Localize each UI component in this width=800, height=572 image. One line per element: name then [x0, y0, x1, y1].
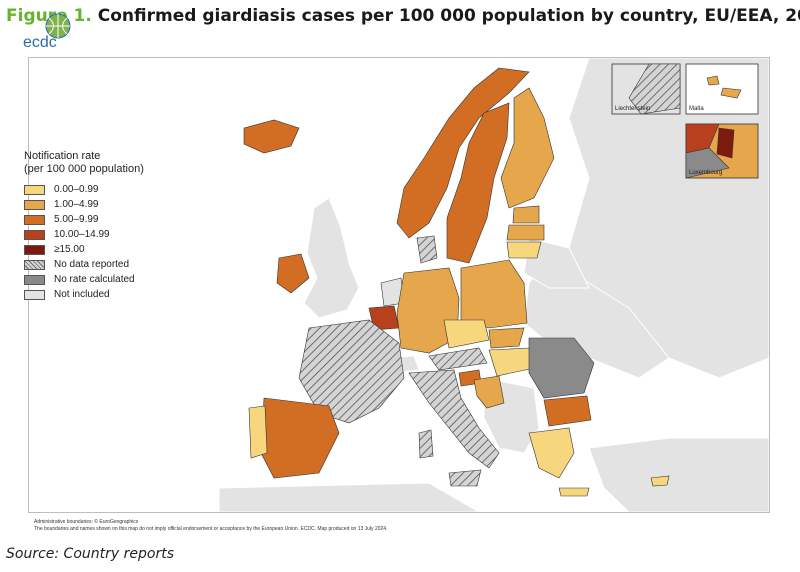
inset-label-luxembourg: Luxembourg — [689, 170, 723, 176]
inset-luxembourg — [685, 123, 759, 179]
country-uk — [303, 197, 360, 319]
figure-number: Figure 1. — [6, 6, 92, 26]
legend-label: No rate calculated — [54, 274, 135, 285]
inset-label-liechtenstein: Liechtenstein — [615, 106, 651, 112]
country-romania — [528, 337, 595, 399]
country-sicily — [448, 469, 482, 487]
legend-item: 10.00–14.99 — [24, 227, 144, 242]
legend-swatch — [24, 244, 45, 255]
country-crete — [558, 487, 590, 497]
country-finland — [500, 87, 555, 209]
country-north-africa — [218, 482, 480, 512]
source-note: Source: Country reports — [6, 546, 174, 562]
country-latvia — [506, 224, 545, 241]
figure-title: Figure 1. Confirmed giardiasis cases per… — [6, 6, 800, 26]
legend-label: No data reported — [54, 259, 130, 270]
country-norway — [396, 67, 530, 239]
country-denmark — [416, 235, 438, 264]
country-slovakia — [488, 327, 525, 349]
footnote-line1: Administrative boundaries: © EuroGeograp… — [34, 519, 139, 525]
country-sweden — [446, 102, 510, 264]
inset-malta — [685, 63, 759, 115]
legend-item: 0.00–0.99 — [24, 182, 144, 197]
country-turkey — [588, 437, 769, 512]
legend-item: 1.00–4.99 — [24, 197, 144, 212]
legend-swatch — [24, 199, 45, 210]
legend-item: No rate calculated — [24, 272, 144, 287]
legend-swatch — [24, 214, 45, 225]
legend-label: Not included — [54, 289, 110, 300]
legend-swatch — [24, 274, 45, 285]
country-bulgaria — [543, 395, 592, 427]
country-france — [298, 319, 405, 424]
country-italy — [408, 369, 500, 469]
map-footnote: Administrative boundaries: © EuroGeograp… — [34, 519, 387, 533]
country-sardinia — [418, 429, 434, 459]
country-croatia — [473, 375, 505, 409]
legend-swatch — [24, 259, 45, 270]
legend-label: 10.00–14.99 — [54, 229, 110, 240]
country-belarus — [523, 237, 590, 289]
legend-swatch — [24, 289, 45, 300]
country-lithuania — [506, 241, 542, 259]
legend-item: No data reported — [24, 257, 144, 272]
figure-title-text: Confirmed giardiasis cases per 100 000 p… — [97, 6, 800, 26]
country-iceland — [243, 119, 300, 154]
country-ireland — [276, 253, 310, 294]
legend-label: 5.00–9.99 — [54, 214, 99, 225]
globe-icon — [45, 13, 71, 39]
legend-swatch — [24, 184, 45, 195]
country-estonia — [512, 205, 540, 224]
legend-swatch — [24, 229, 45, 240]
legend-title-line2: (per 100 000 population) — [24, 163, 144, 175]
legend-item: Not included — [24, 287, 144, 302]
country-germany — [396, 267, 460, 354]
country-austria — [428, 347, 488, 371]
inset-liechtenstein — [611, 63, 681, 115]
country-greece — [528, 427, 575, 479]
country-czechia — [443, 319, 490, 349]
legend-item: ≥15.00 — [24, 242, 144, 257]
inset-label-malta: Malta — [689, 106, 704, 112]
country-cyprus — [650, 475, 670, 487]
legend-title-line1: Notification rate — [24, 150, 101, 162]
ecdc-logo: ecdc — [18, 10, 108, 74]
legend-label: 1.00–4.99 — [54, 199, 99, 210]
legend-label: 0.00–0.99 — [54, 184, 99, 195]
map-legend: Notification rate (per 100 000 populatio… — [24, 150, 144, 302]
legend-title: Notification rate (per 100 000 populatio… — [24, 150, 144, 176]
logo-text: ecdc — [23, 34, 57, 51]
europe-map — [29, 58, 769, 512]
footnote-line2: The boundaries and names shown on this m… — [34, 526, 388, 532]
country-portugal — [248, 405, 268, 459]
map-frame: Liechtenstein Malta Luxembourg — [28, 57, 770, 513]
legend-label: ≥15.00 — [54, 244, 85, 255]
legend-item: 5.00–9.99 — [24, 212, 144, 227]
